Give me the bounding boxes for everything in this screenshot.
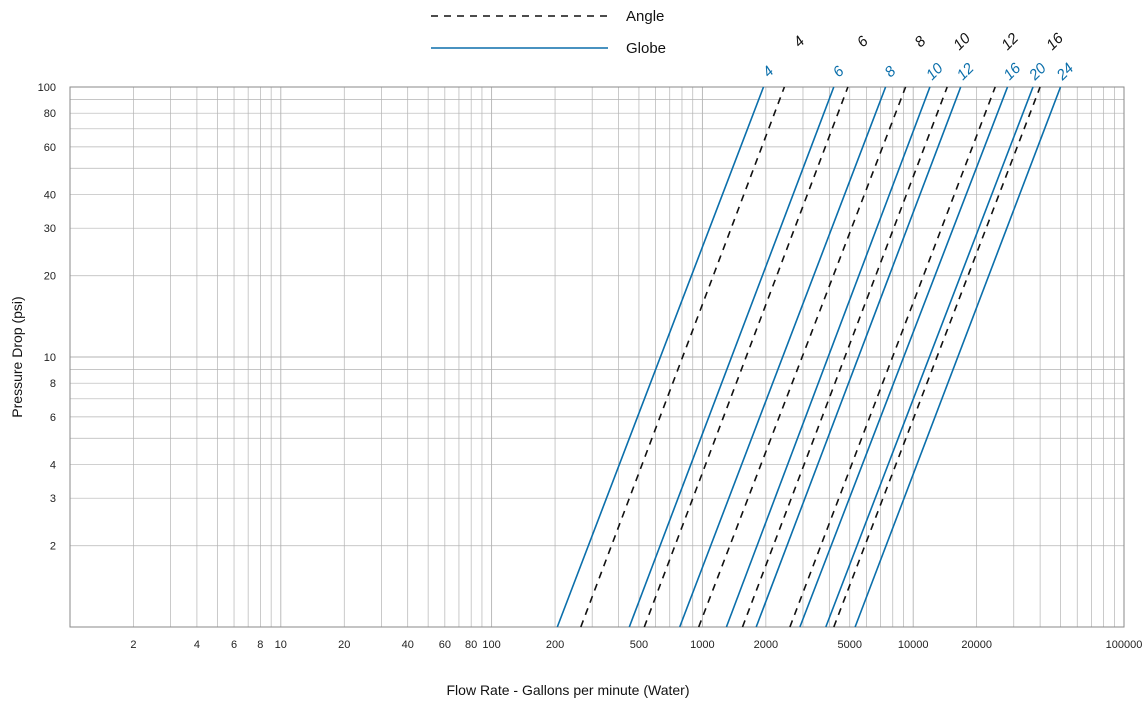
series-layer [556, 86, 1062, 628]
series-label-angle-10: 10 [950, 29, 974, 53]
y-tick-label: 20 [44, 271, 56, 283]
series-label-angle-4: 4 [790, 33, 808, 51]
y-axis-title: Pressure Drop (psi) [9, 296, 25, 417]
y-tick-label: 100 [38, 82, 56, 94]
series-line-angle-12 [789, 86, 996, 628]
y-tick-label: 10 [44, 352, 56, 364]
plot-frame [69, 86, 1125, 628]
series-label-angle-8: 8 [911, 32, 929, 50]
series-label-angle-6: 6 [854, 32, 872, 50]
x-tick-label: 2 [130, 639, 136, 651]
grid-layer [69, 86, 1125, 628]
series-label-globe-20: 20 [1025, 59, 1050, 84]
x-axis-title: Flow Rate - Gallons per minute (Water) [447, 682, 690, 698]
x-tick-label: 6 [231, 639, 237, 651]
series-line-globe-4 [556, 86, 765, 628]
x-tick-label: 10000 [898, 639, 929, 651]
series-line-globe-6 [628, 86, 835, 628]
x-tick-label: 40 [402, 639, 414, 651]
legend-globe-label: Globe [626, 40, 666, 57]
x-tick-label: 500 [630, 639, 648, 651]
x-tick-label: 4 [194, 639, 200, 651]
series-label-globe-4: 4 [759, 63, 777, 81]
series-label-angle-12: 12 [998, 29, 1022, 53]
y-tick-label: 6 [50, 412, 56, 424]
series-label-globe-10: 10 [923, 59, 947, 83]
series-label-layer: 4 6 8 10 12 164 6 8 10 12 16 20 24 [759, 29, 1077, 84]
y-tick-label: 8 [50, 378, 56, 390]
series-label-globe-12: 12 [954, 59, 978, 83]
series-line-angle-6 [643, 86, 849, 628]
tick-layer: 2 4 6 8 10 20 40 60 80 100 200 500 1000 2000 5000 10000… [38, 82, 1143, 651]
x-tick-label: 60 [439, 639, 451, 651]
series-line-globe-8 [678, 86, 887, 628]
series-line-globe-20 [825, 86, 1034, 628]
y-tick-label: 30 [44, 223, 56, 235]
x-tick-label: 100000 [1106, 639, 1143, 651]
y-tick-label: 40 [44, 189, 56, 201]
series-label-angle-16: 16 [1043, 29, 1067, 53]
series-label-globe-8: 8 [881, 62, 899, 80]
series-line-angle-8 [697, 86, 907, 628]
y-tick-label: 80 [44, 108, 56, 120]
y-tick-label: 4 [50, 459, 56, 471]
x-tick-label: 2000 [754, 639, 778, 651]
series-line-globe-12 [755, 86, 962, 628]
series-line-angle-4 [580, 86, 786, 628]
y-tick-label: 60 [44, 142, 56, 154]
series-line-globe-16 [799, 86, 1009, 628]
series-label-globe-24: 24 [1053, 60, 1078, 85]
x-tick-label: 20 [338, 639, 350, 651]
y-tick-label: 3 [50, 493, 56, 505]
y-tick-label: 2 [50, 541, 56, 553]
series-line-globe-10 [725, 86, 931, 628]
series-line-angle-16 [833, 86, 1041, 628]
series-label-globe-16: 16 [1000, 59, 1024, 83]
x-tick-label: 1000 [690, 639, 714, 651]
x-tick-label: 20000 [961, 639, 992, 651]
series-line-globe-24 [854, 86, 1062, 628]
x-tick-label: 200 [546, 639, 564, 651]
series-label-globe-6: 6 [830, 62, 848, 80]
x-tick-label: 100 [482, 639, 500, 651]
x-tick-label: 10 [275, 639, 287, 651]
legend-angle-label: Angle [626, 8, 664, 25]
legend: Angle Globe [431, 8, 666, 57]
series-line-angle-10 [741, 86, 948, 628]
x-tick-label: 8 [257, 639, 263, 651]
x-tick-label: 80 [465, 639, 477, 651]
x-tick-label: 5000 [838, 639, 862, 651]
